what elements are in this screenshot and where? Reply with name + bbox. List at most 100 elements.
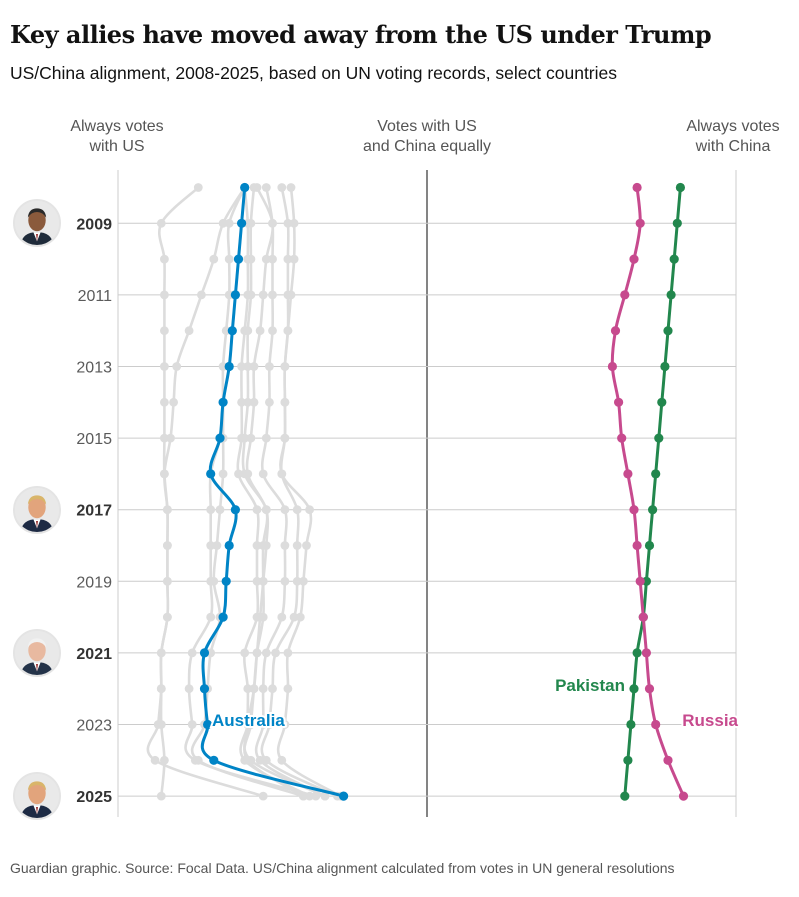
highlighted-series bbox=[199, 182, 689, 801]
country-9-point-2011 bbox=[286, 290, 296, 300]
country-6-point-2025 bbox=[305, 791, 314, 801]
country-6-point-2017 bbox=[261, 505, 271, 515]
country-6-point-2019 bbox=[258, 576, 268, 586]
country-0-point-2024 bbox=[160, 755, 169, 765]
country-1-point-2025 bbox=[258, 791, 268, 801]
country-0-point-2025 bbox=[156, 791, 166, 801]
country-1-point-2015 bbox=[166, 433, 175, 443]
country-3-point-2009 bbox=[224, 218, 234, 228]
russia-point-2024 bbox=[663, 755, 673, 765]
country-0-point-2009 bbox=[156, 218, 166, 228]
country-5-point-2015 bbox=[240, 433, 250, 443]
country-7-point-2025 bbox=[320, 791, 330, 801]
country-6-point-2015 bbox=[246, 433, 256, 443]
country-8-point-2017 bbox=[292, 505, 302, 515]
x-label-line2-1: and China equally bbox=[363, 138, 491, 155]
russia-point-2016 bbox=[623, 469, 633, 479]
country-6-point-2008 bbox=[252, 183, 262, 192]
country-7-point-2011 bbox=[268, 290, 277, 300]
country-5-point-2011 bbox=[246, 290, 256, 300]
country-8-point-2010 bbox=[283, 254, 293, 264]
country-9-point-2018 bbox=[302, 541, 311, 550]
russia-point-2014 bbox=[614, 397, 624, 407]
country-1-point-2014 bbox=[169, 397, 179, 407]
country-7-point-2012 bbox=[268, 326, 277, 336]
country-7-point-2016 bbox=[258, 469, 268, 479]
country-9-point-2021 bbox=[283, 648, 293, 658]
country-9-point-2022 bbox=[283, 684, 293, 694]
australia-point-2018 bbox=[224, 540, 234, 551]
pakistan-point-2011 bbox=[666, 290, 676, 300]
country-7-point-2022 bbox=[258, 684, 268, 694]
country-2-point-2023 bbox=[187, 720, 197, 729]
country-8-point-2023 bbox=[265, 720, 274, 729]
country-0-point-2010 bbox=[160, 254, 169, 264]
country-7-point-2020 bbox=[277, 612, 287, 622]
country-4-point-2016 bbox=[234, 469, 243, 479]
country-3-point-2024 bbox=[193, 755, 203, 765]
country-7-point-2023 bbox=[258, 720, 268, 729]
australia-point-2019 bbox=[221, 576, 231, 586]
country-8-point-2009 bbox=[283, 218, 293, 228]
russia-point-2022 bbox=[644, 684, 655, 694]
country-3-point-2016 bbox=[218, 469, 228, 479]
country-9-point-2024 bbox=[277, 755, 287, 765]
australia-point-2017 bbox=[230, 505, 240, 515]
year-label-2009: 2009 bbox=[76, 216, 112, 233]
country-1-point-2012 bbox=[184, 326, 194, 336]
pakistan-point-2009 bbox=[672, 218, 682, 228]
country-7-point-2018 bbox=[280, 541, 290, 550]
country-1-point-2009 bbox=[218, 218, 228, 228]
country-6-point-2016 bbox=[243, 469, 253, 479]
russia-point-2008 bbox=[632, 182, 642, 193]
country-3-point-2018 bbox=[212, 541, 222, 550]
pakistan-point-2023 bbox=[626, 719, 636, 730]
country-4-point-2017 bbox=[252, 505, 262, 515]
country-7-point-2017 bbox=[280, 505, 290, 515]
country-7-point-2013 bbox=[265, 362, 274, 371]
pakistan-point-2025 bbox=[620, 791, 630, 801]
country-4-point-2018 bbox=[252, 541, 262, 550]
country-6-point-2021 bbox=[252, 648, 262, 658]
australia-point-2020 bbox=[218, 612, 228, 622]
country-3-point-2019 bbox=[209, 576, 219, 586]
pakistan-point-2012 bbox=[663, 326, 673, 336]
country-6-point-2023 bbox=[243, 720, 253, 729]
country-9-point-2016 bbox=[277, 469, 287, 479]
country-6-point-2013 bbox=[249, 362, 259, 371]
australia-point-2008 bbox=[240, 182, 250, 193]
russia-point-2018 bbox=[632, 540, 642, 551]
country-1-point-2010 bbox=[209, 254, 219, 264]
country-3-point-2010 bbox=[224, 254, 234, 264]
chart-title: Key allies have moved away from the US u… bbox=[10, 20, 712, 49]
country-3-point-2017 bbox=[215, 505, 225, 515]
country-6-point-2018 bbox=[261, 541, 271, 550]
year-label-2017: 2017 bbox=[76, 503, 112, 520]
trump-avatar bbox=[13, 485, 61, 534]
pakistan-point-2018 bbox=[644, 540, 655, 551]
russia-point-2013 bbox=[607, 361, 618, 372]
country-4-point-2013 bbox=[237, 362, 247, 371]
country-1-point-2021 bbox=[156, 648, 166, 658]
country-7-point-2015 bbox=[261, 433, 271, 443]
country-4-point-2019 bbox=[252, 576, 262, 586]
russia-point-2021 bbox=[641, 648, 652, 658]
pakistan-point-2013 bbox=[660, 361, 670, 372]
country-6-point-2024 bbox=[240, 755, 250, 765]
pakistan-point-2021 bbox=[632, 648, 642, 658]
country-9-point-2008 bbox=[286, 183, 296, 192]
country-9-point-2019 bbox=[299, 576, 308, 586]
country-0-point-2013 bbox=[160, 362, 169, 371]
australia-point-2025 bbox=[339, 791, 349, 801]
country-8-point-2019 bbox=[292, 576, 302, 586]
year-label-2011: 2011 bbox=[78, 288, 113, 305]
pakistan-point-2008 bbox=[675, 182, 686, 193]
russia-point-2020 bbox=[638, 612, 648, 622]
pakistan-point-2016 bbox=[651, 469, 661, 479]
country-9-point-2023 bbox=[280, 720, 290, 729]
x-label-line1-1: Votes with US bbox=[377, 118, 477, 135]
biden-avatar bbox=[13, 628, 61, 677]
russia-point-2019 bbox=[635, 576, 645, 586]
country-2-point-2020 bbox=[206, 612, 216, 622]
country-6-point-2011 bbox=[258, 290, 268, 300]
